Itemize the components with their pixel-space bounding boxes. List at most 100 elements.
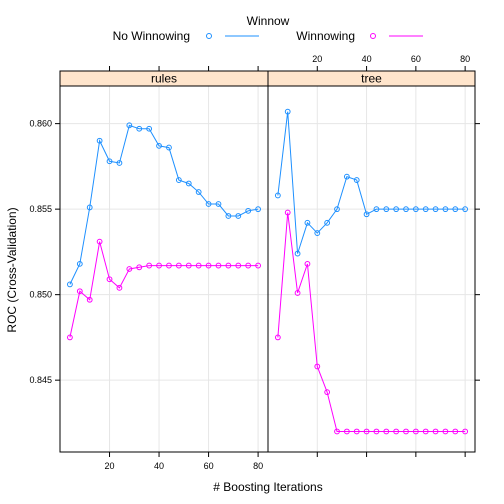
- data-point: [235, 213, 242, 219]
- data-point: [175, 177, 182, 183]
- data-point: [106, 158, 113, 165]
- data-point: [235, 262, 242, 269]
- data-point: [324, 219, 331, 226]
- data-point: [432, 428, 439, 435]
- strip-label: rules: [151, 72, 177, 86]
- y-tick-label: 0.845: [29, 375, 52, 385]
- data-point: [334, 206, 340, 213]
- data-point: [67, 334, 73, 341]
- data-point: [126, 266, 133, 272]
- legend-label-no-winnowing: No Winnowing: [113, 29, 190, 43]
- data-point: [452, 428, 459, 435]
- series-line: [69, 241, 259, 338]
- data-point: [205, 201, 212, 207]
- data-point: [195, 262, 202, 269]
- data-point: [96, 238, 103, 245]
- panel-border: [59, 85, 269, 453]
- data-point: [314, 230, 321, 236]
- panel-border: [267, 85, 476, 453]
- data-point: [136, 125, 143, 132]
- data-point: [116, 160, 123, 166]
- data-point: [255, 206, 261, 213]
- data-point: [284, 209, 291, 216]
- data-point: [126, 122, 133, 129]
- data-point: [185, 262, 192, 269]
- x-tick-label: 40: [362, 54, 372, 64]
- data-point: [393, 428, 400, 435]
- data-point: [314, 363, 321, 370]
- data-point: [334, 428, 340, 435]
- x-axis-label: # Boosting Iterations: [213, 480, 322, 494]
- legend-title: Winnow: [247, 14, 290, 28]
- data-point: [225, 262, 232, 269]
- data-point: [86, 204, 93, 211]
- panels: rules 20 40 60 80 tree 20 40 60 80 0.845 0.850 0.855…: [29, 54, 480, 471]
- data-point: [255, 262, 261, 269]
- data-point: [86, 296, 93, 303]
- y-tick-label: 0.855: [29, 204, 52, 214]
- x-tick-label: 60: [204, 461, 214, 471]
- data-point: [383, 206, 390, 213]
- x-tick-label: 60: [411, 54, 421, 64]
- data-point: [343, 428, 350, 435]
- data-point: [294, 290, 301, 296]
- data-point: [442, 206, 449, 213]
- x-tick-label: 20: [312, 54, 322, 64]
- data-point: [156, 262, 162, 269]
- data-point: [225, 213, 232, 219]
- data-point: [343, 173, 350, 180]
- data-point: [353, 177, 360, 183]
- data-point: [363, 211, 370, 218]
- data-point: [304, 260, 311, 267]
- data-point: [294, 250, 301, 257]
- legend-marker-no-winnowing: [206, 33, 212, 39]
- data-point: [166, 144, 172, 151]
- x-tick-label: 80: [253, 461, 263, 471]
- y-tick-label: 0.850: [29, 290, 52, 300]
- panel-tree: tree 20 40 60 80: [267, 54, 476, 457]
- data-point: [146, 125, 153, 132]
- data-point: [76, 260, 83, 267]
- data-point: [393, 206, 400, 213]
- data-point: [175, 262, 182, 269]
- data-point: [156, 142, 162, 149]
- data-point: [403, 206, 409, 213]
- x-tick-label: 20: [105, 461, 115, 471]
- data-point: [284, 108, 291, 115]
- data-point: [136, 264, 143, 271]
- data-point: [304, 219, 311, 226]
- y-tick-label: 0.860: [29, 119, 52, 129]
- data-point: [462, 206, 469, 213]
- x-tick-label: 40: [154, 461, 164, 471]
- data-point: [274, 192, 281, 199]
- data-point: [185, 180, 192, 187]
- legend: Winnow No Winnowing Winnowing: [113, 14, 423, 43]
- data-point: [363, 428, 370, 435]
- data-point: [373, 206, 380, 213]
- series-line: [69, 124, 259, 285]
- x-tick-label: 80: [460, 54, 470, 64]
- data-point: [452, 206, 459, 213]
- data-point: [245, 262, 252, 269]
- data-point: [403, 428, 409, 435]
- data-point: [412, 206, 419, 213]
- data-point: [422, 428, 429, 435]
- data-point: [422, 206, 429, 213]
- data-point: [76, 288, 83, 295]
- data-point: [353, 428, 360, 435]
- data-point: [215, 201, 222, 207]
- data-point: [245, 207, 252, 214]
- data-point: [96, 137, 103, 144]
- legend-marker-winnowing: [370, 33, 376, 39]
- y-axis-label: ROC (Cross-Validation): [5, 207, 19, 332]
- data-point: [215, 262, 222, 269]
- data-point: [432, 206, 439, 213]
- data-point: [383, 428, 390, 435]
- data-point: [195, 189, 202, 195]
- series-line: [277, 111, 466, 254]
- data-point: [373, 428, 380, 435]
- data-point: [462, 428, 469, 435]
- data-point: [442, 428, 449, 435]
- panel-rules: rules 20 40 60 80: [59, 66, 269, 471]
